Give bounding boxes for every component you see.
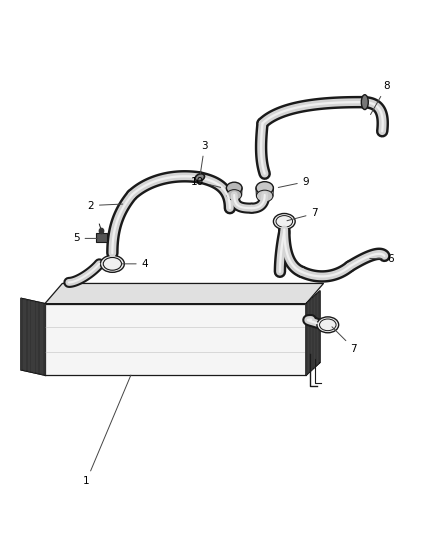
Ellipse shape (256, 182, 273, 195)
Polygon shape (45, 304, 306, 375)
Text: 9: 9 (278, 176, 309, 188)
Polygon shape (21, 298, 45, 375)
Polygon shape (45, 284, 323, 304)
Ellipse shape (256, 190, 273, 202)
Ellipse shape (100, 255, 124, 272)
Ellipse shape (195, 174, 205, 181)
Circle shape (99, 228, 104, 233)
Bar (96, 233, 107, 241)
Text: 7: 7 (332, 327, 357, 354)
Text: 5: 5 (73, 233, 98, 244)
Text: 6: 6 (370, 254, 394, 263)
Text: 10: 10 (191, 176, 221, 188)
Text: 8: 8 (371, 81, 390, 115)
Text: 1: 1 (83, 375, 131, 486)
Ellipse shape (361, 95, 368, 110)
Text: 7: 7 (287, 208, 318, 221)
Ellipse shape (226, 182, 242, 194)
Polygon shape (306, 291, 320, 375)
Ellipse shape (227, 190, 242, 200)
Ellipse shape (317, 317, 339, 333)
Text: 2: 2 (87, 200, 123, 211)
Ellipse shape (273, 214, 295, 229)
Text: 3: 3 (200, 141, 208, 174)
Text: 4: 4 (122, 259, 148, 269)
